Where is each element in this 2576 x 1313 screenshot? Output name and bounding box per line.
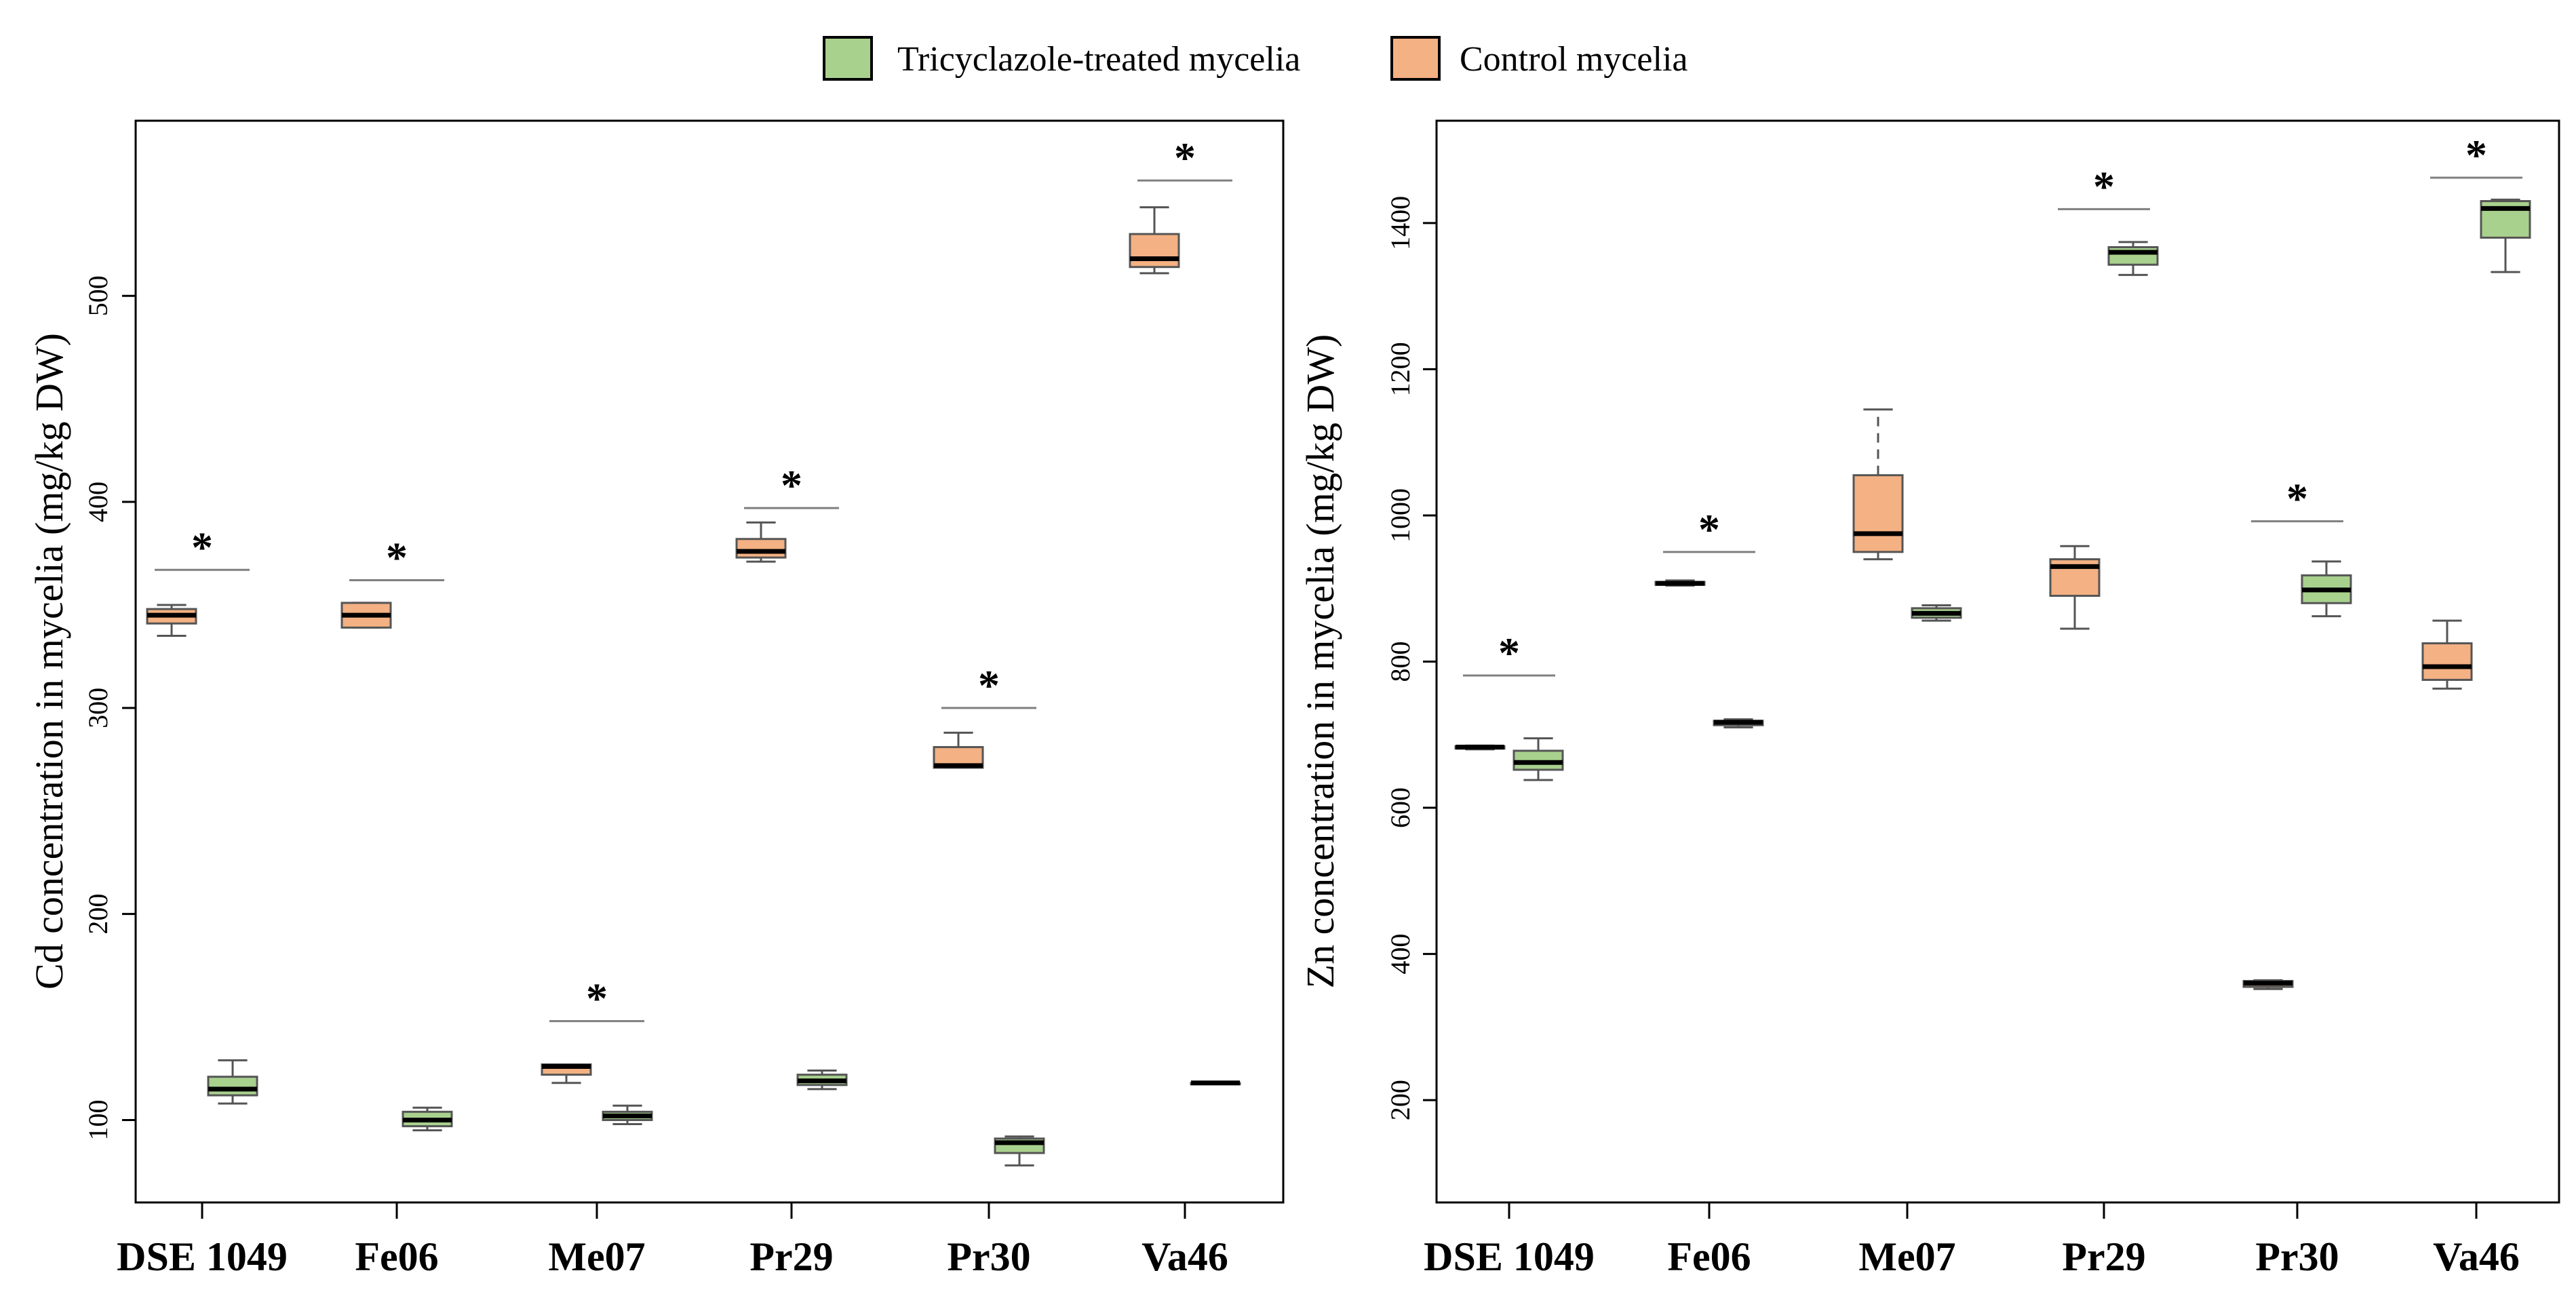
- zn-marks: 200 400 600 800 1000 1200 1400 DSE 1049 Fe06 Me07…: [1385, 131, 2531, 1279]
- cd-y-tick-label: 500: [83, 275, 113, 316]
- cd-significance-star: *: [191, 523, 213, 571]
- cd-box: [735, 538, 787, 559]
- zn-x-tick-label: Pr30: [2255, 1234, 2339, 1279]
- legend-swatch-control: [1390, 36, 1441, 81]
- cd-y-tick-label: 300: [83, 688, 113, 728]
- cd-significance-star: *: [781, 461, 802, 509]
- zn-y-tick-label: 600: [1385, 787, 1416, 828]
- zn-x-tick-label: Fe06: [1667, 1234, 1751, 1279]
- zn-y-tick-label: 1000: [1385, 488, 1416, 543]
- cd-x-tick-label: Pr30: [947, 1234, 1030, 1279]
- cd-x-tick-label: Va46: [1141, 1234, 1228, 1279]
- zn-box: [1852, 474, 1904, 553]
- cd-marks: 100 200 300 400 500 DSE 1049 Fe06 Me07 Pr29 Pr30 V…: [83, 134, 1241, 1279]
- legend-label-control: Control mycelia: [1460, 40, 1687, 79]
- zn-box: [2107, 246, 2159, 266]
- cd-significance-star: *: [586, 975, 608, 1023]
- cd-y-axis-title: Cd concentration in mycelia (mg/kg DW): [27, 333, 71, 989]
- zn-plot-frame: [1435, 119, 2560, 1204]
- zn-x-tick-label: Me07: [1858, 1234, 1955, 1279]
- zn-significance-star: *: [2093, 162, 2115, 210]
- zn-y-axis-title: Zn concentration in mycelia (mg/kg DW): [1298, 334, 1342, 989]
- cd-plot-frame: [134, 119, 1285, 1204]
- cd-y-tick-label: 400: [83, 482, 113, 522]
- zn-significance-star: *: [1498, 629, 1520, 677]
- zn-y-tick-label: 800: [1385, 642, 1416, 682]
- zn-panel: 200 400 600 800 1000 1200 1400 DSE 1049 Fe06 Me07…: [1298, 119, 2560, 1279]
- cd-x-tick-label: Fe06: [355, 1234, 438, 1279]
- zn-y-tick-label: 200: [1385, 1080, 1416, 1120]
- cd-x-tick-label: DSE 1049: [117, 1234, 288, 1279]
- zn-y-tick-label: 400: [1385, 934, 1416, 975]
- zn-significance-star: *: [2286, 475, 2308, 523]
- zn-y-tick-label: 1400: [1385, 196, 1416, 250]
- cd-box: [207, 1076, 258, 1097]
- cd-significance-star: *: [386, 533, 408, 581]
- cd-y-tick-label: 200: [83, 894, 113, 935]
- cd-x-tick-label: Me07: [548, 1234, 645, 1279]
- cd-box: [1129, 233, 1180, 269]
- cd-significance-star: *: [978, 661, 1000, 709]
- zn-x-tick-label: DSE 1049: [1424, 1234, 1595, 1279]
- legend: Tricyclazole-treated mycelia Control myc…: [823, 36, 1687, 81]
- zn-x-tick-label: Pr29: [2062, 1234, 2145, 1279]
- legend-swatch-treated: [823, 36, 873, 81]
- zn-significance-star: *: [1698, 505, 1720, 553]
- cd-panel: 100 200 300 400 500 DSE 1049 Fe06 Me07 Pr29 Pr30 V…: [27, 119, 1285, 1279]
- zn-x-tick-label: Va46: [2433, 1234, 2520, 1279]
- zn-box: [2421, 642, 2473, 681]
- cd-y-tick-label: 100: [83, 1099, 113, 1140]
- zn-significance-star: *: [2465, 131, 2487, 179]
- cd-x-tick-label: Pr29: [749, 1234, 833, 1279]
- cd-significance-star: *: [1174, 134, 1196, 182]
- legend-label-treated: Tricyclazole-treated mycelia: [897, 40, 1300, 79]
- zn-y-tick-label: 1200: [1385, 342, 1416, 396]
